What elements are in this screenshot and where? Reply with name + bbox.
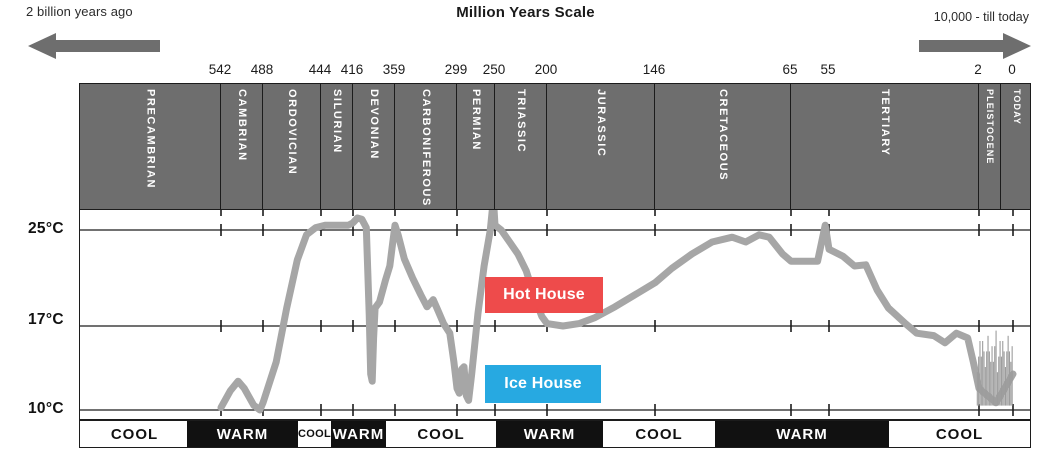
arrow-right-icon [919, 33, 1031, 59]
tick-marks-top [220, 210, 1014, 216]
x-tick-label: 200 [534, 62, 558, 77]
y-tick-label: 10°C [28, 400, 64, 417]
y-tick-label: 17°C [28, 311, 64, 328]
period-label: TRIASSIC [515, 89, 527, 154]
temperature-curve-svg [80, 210, 1030, 416]
x-axis-tick-labels: 542 488 444 416 359 299 250 200 146 65 55 2 0 [0, 62, 1051, 80]
x-tick-label: 65 [782, 62, 798, 77]
period-label: PRECAMBRIAN [144, 89, 157, 190]
period-carboniferous[interactable]: CARBONIFEROUS [395, 84, 457, 209]
period-label: ORDOVICIAN [286, 89, 298, 176]
x-tick-label: 488 [250, 62, 274, 77]
x-tick-label: 359 [382, 62, 406, 77]
page-title: Million Years Scale [456, 4, 595, 21]
climate-segment-cool[interactable]: COOL [298, 421, 331, 447]
x-tick-label: 444 [308, 62, 332, 77]
plot-frame: PRECAMBRIAN CAMBRIAN ORDOVICIAN SILURIAN DEV… [79, 83, 1031, 420]
x-tick-label: 2 [974, 62, 982, 77]
left-time-note: 2 billion years ago [26, 4, 133, 19]
period-tertiary[interactable]: TERTIARY [791, 84, 979, 209]
climate-segment-label: WARM [332, 425, 385, 443]
period-permian[interactable]: PERMIAN [457, 84, 495, 209]
ice-house-label: Ice House [504, 375, 582, 392]
period-label: TODAY [1012, 89, 1022, 126]
climate-segment-label: COOL [110, 425, 159, 443]
climate-state-band: COOL WARM COOL WARM COOL WARM COOL WARM COOL [79, 420, 1031, 448]
arrow-left-icon [28, 33, 160, 59]
ice-house-badge: Ice House [485, 365, 601, 403]
period-label: CRETACEOUS [717, 89, 729, 182]
period-silurian[interactable]: SILURIAN [321, 84, 353, 209]
period-label: CAMBRIAN [236, 89, 248, 162]
tick-marks-17c [220, 320, 1014, 332]
x-tick-label: 299 [444, 62, 468, 77]
climate-segment-label: WARM [216, 425, 269, 443]
x-tick-label: 55 [820, 62, 836, 77]
period-label: TERTIARY [879, 89, 891, 157]
period-devonian[interactable]: DEVONIAN [353, 84, 395, 209]
y-tick-label: 25°C [28, 220, 64, 237]
x-tick-label: 250 [482, 62, 506, 77]
period-cretaceous[interactable]: CRETACEOUS [655, 84, 791, 209]
period-cambrian[interactable]: CAMBRIAN [221, 84, 263, 209]
climate-segment-cool[interactable]: COOL [603, 421, 715, 447]
x-tick-label: 542 [208, 62, 232, 77]
recent-temperature-oscillations [976, 330, 1013, 406]
climate-segment-label: COOL [635, 425, 683, 443]
climate-segment-cool[interactable]: COOL [889, 421, 1030, 447]
geologic-periods-band: PRECAMBRIAN CAMBRIAN ORDOVICIAN SILURIAN DEV… [80, 84, 1030, 210]
x-tick-label: 146 [642, 62, 666, 77]
period-label: JURASSIC [595, 89, 607, 158]
period-label: DEVONIAN [368, 89, 380, 160]
period-ordovician[interactable]: ORDOVICIAN [263, 84, 321, 209]
period-label: PLEISTOCENE [985, 89, 995, 165]
period-pleistocene[interactable]: PLEISTOCENE [979, 84, 1001, 209]
hot-house-badge: Hot House [485, 277, 603, 313]
period-jurassic[interactable]: JURASSIC [547, 84, 655, 209]
period-today[interactable]: TODAY [1001, 84, 1030, 209]
climate-segment-cool[interactable]: COOL [82, 421, 187, 447]
climate-segment-cool[interactable]: COOL [386, 421, 496, 447]
climate-segment-label: WARM [523, 425, 576, 443]
period-label: SILURIAN [331, 89, 343, 154]
right-time-note: 10,000 - till today [933, 10, 1029, 24]
climate-segment-warm[interactable]: WARM [715, 421, 889, 447]
period-precambrian[interactable]: PRECAMBRIAN [80, 84, 221, 209]
hot-house-label: Hot House [503, 286, 585, 303]
temperature-chart-area: Hot House Ice House [80, 210, 1030, 419]
climate-segment-warm[interactable]: WARM [187, 421, 298, 447]
x-tick-label: 416 [340, 62, 364, 77]
temperature-curve [217, 210, 1017, 414]
period-label: PERMIAN [470, 89, 482, 151]
climate-segment-label: COOL [417, 425, 465, 443]
climate-segment-warm[interactable]: WARM [331, 421, 386, 447]
x-tick-label: 0 [1008, 62, 1016, 77]
climate-segment-label: WARM [776, 425, 828, 443]
climate-segment-label: COOL [298, 428, 331, 440]
period-triassic[interactable]: TRIASSIC [495, 84, 547, 209]
period-label: CARBONIFEROUS [420, 89, 432, 207]
climate-segment-label: COOL [935, 425, 984, 443]
climate-segment-warm[interactable]: WARM [496, 421, 603, 447]
